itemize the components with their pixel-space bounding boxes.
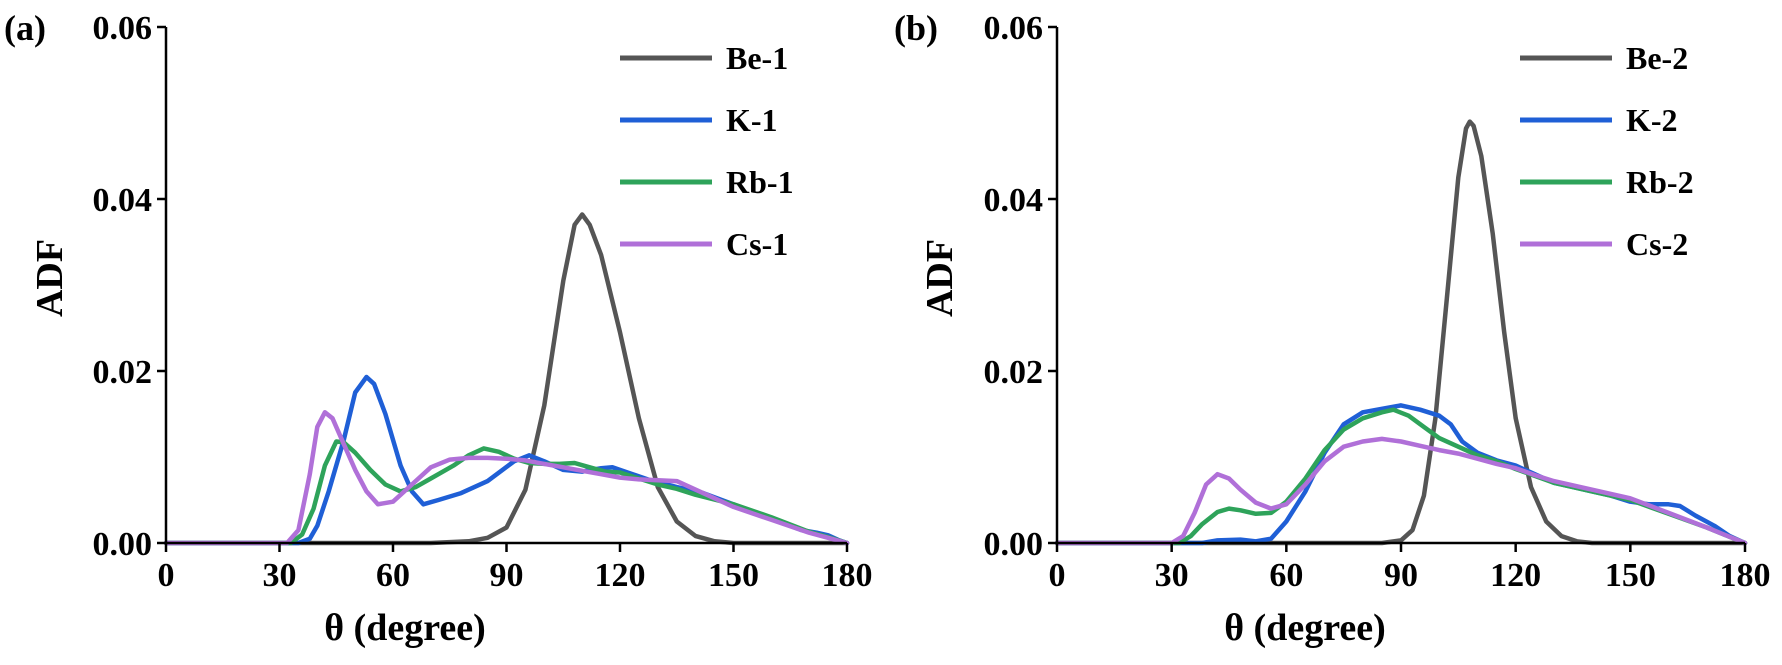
panel-a-series-be-1 [163, 212, 850, 546]
panel-a-series-rb-1 [163, 439, 850, 546]
panel-a-y-axis-title: ADF [29, 239, 71, 317]
panel-b-series-cs-2 [1054, 436, 1748, 546]
panel-a-y-tick-label: 0.06 [93, 10, 153, 47]
panel-b-series-be-2 [1054, 119, 1748, 546]
panel-a-y-tick-label: 0.00 [93, 526, 153, 563]
panel-b-series-k-2 [1054, 403, 1748, 546]
panel-a-series-cs-1 [163, 410, 850, 546]
panel-a-y-tick-label: 0.02 [93, 354, 153, 391]
panel-b-x-tick-label: 120 [1490, 557, 1541, 594]
panel-b-x-tick-label: 30 [1155, 557, 1189, 594]
panel-a-x-axis-title: θ (degree) [324, 607, 486, 649]
panel-a-x-tick-label: 60 [376, 557, 410, 594]
panel-b-y-axis-title: ADF [919, 239, 961, 317]
panel-a-y-tick-label: 0.04 [93, 182, 153, 219]
panel-a-legend-label-k-1: K-1 [726, 102, 778, 138]
panel-a-x-tick-label: 0 [158, 557, 175, 594]
panel-a-x-tick-label: 150 [708, 557, 759, 594]
panel-a-legend-label-rb-1: Rb-1 [726, 164, 794, 200]
panel-a-x-tick-label: 120 [595, 557, 646, 594]
panel-b-x-tick-label: 90 [1384, 557, 1418, 594]
panel-a-x-tick-label: 90 [490, 557, 524, 594]
panel-b-y-tick-label: 0.00 [984, 526, 1044, 563]
panel-b-label: (b) [894, 8, 938, 48]
panel-a-label: (a) [4, 8, 46, 48]
panel-a-legend-label-cs-1: Cs-1 [726, 226, 788, 262]
panel-b-legend-label-be-2: Be-2 [1626, 40, 1688, 76]
panel-a-legend-label-be-1: Be-1 [726, 40, 788, 76]
panel-b-legend-label-rb-2: Rb-2 [1626, 164, 1694, 200]
panel-b-x-tick-label: 180 [1720, 557, 1771, 594]
panel-b-y-tick-label: 0.06 [984, 10, 1044, 47]
panel-b: (b) θ (degree) ADF 0 30 60 90 120 150 180 0.00 0… [894, 8, 1771, 649]
panel-a-x-tick-label: 180 [822, 557, 873, 594]
panel-b-legend-label-k-2: K-2 [1626, 102, 1678, 138]
panel-a: (a) θ (degree) ADF 0 30 60 90 120 150 180 0.00 0… [4, 8, 873, 649]
panel-b-y-tick-label: 0.04 [984, 182, 1044, 219]
panel-b-x-tick-label: 0 [1049, 557, 1066, 594]
panel-a-x-tick-label: 30 [263, 557, 297, 594]
panel-b-x-axis-title: θ (degree) [1224, 607, 1386, 649]
panel-b-x-tick-label: 60 [1269, 557, 1303, 594]
panel-b-series-rb-2 [1054, 407, 1748, 546]
panel-b-x-tick-label: 150 [1605, 557, 1656, 594]
panel-b-legend-label-cs-2: Cs-2 [1626, 226, 1688, 262]
panel-b-y-tick-label: 0.02 [984, 354, 1044, 391]
